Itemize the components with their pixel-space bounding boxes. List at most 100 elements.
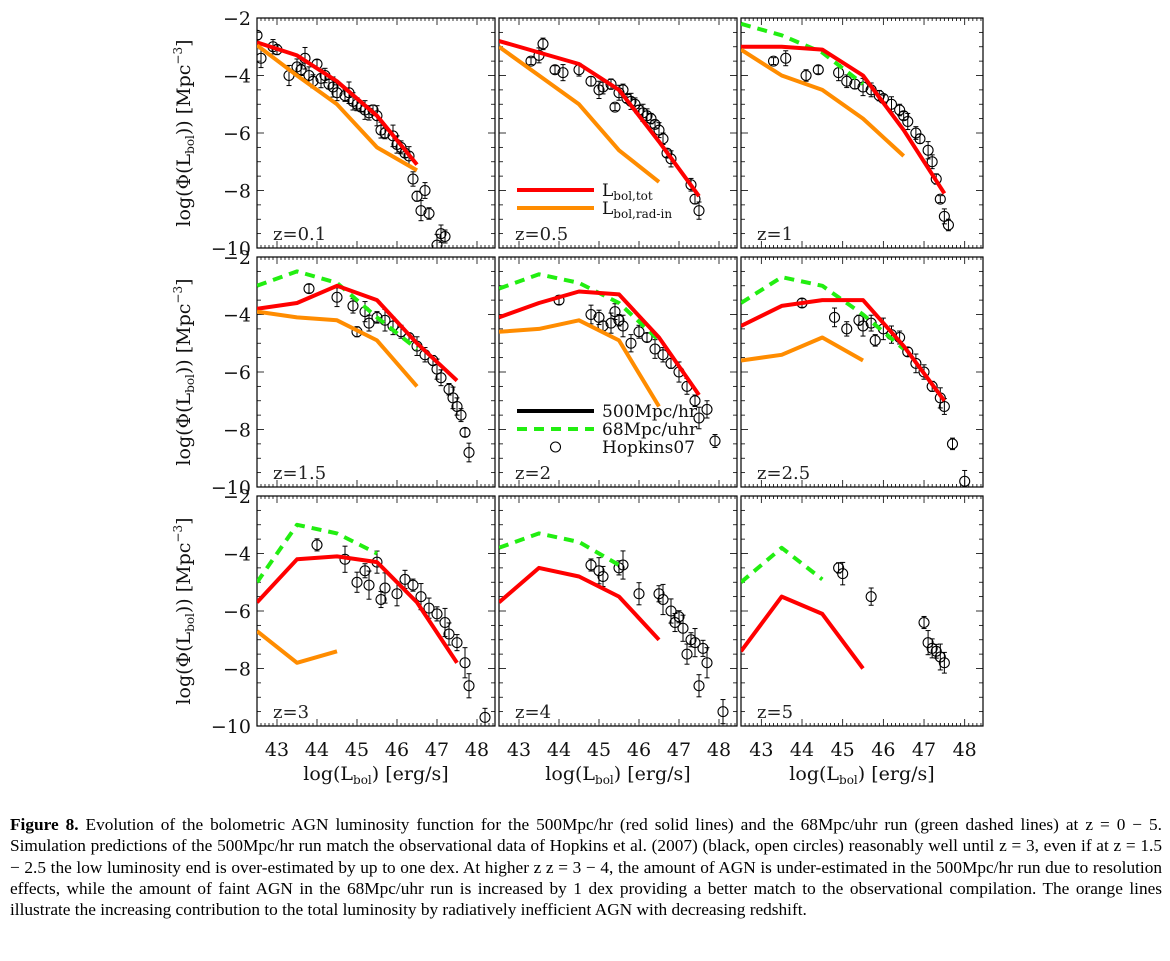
hopkins07-point — [653, 588, 665, 600]
hopkins07-point — [609, 101, 621, 113]
series-line-red — [499, 39, 701, 198]
y-tick-label: −8 — [223, 420, 251, 442]
hopkins07-point — [685, 179, 697, 191]
panel-redshift-label: z=4 — [515, 702, 551, 723]
panel-plot-area — [499, 272, 721, 448]
hopkins07-point — [693, 412, 705, 424]
hopkins07-point — [918, 366, 930, 378]
hopkins07-point — [585, 75, 597, 87]
hopkins07-point — [894, 104, 906, 116]
y-axis-title: log(Φ(Lbol)) [Mpc−3] — [171, 517, 197, 704]
panel-redshift-label: z=3 — [273, 702, 309, 723]
hopkins07-point — [363, 579, 375, 591]
hopkins07-point — [363, 317, 375, 329]
hopkins07-point — [411, 190, 423, 202]
hopkins07-point — [841, 323, 853, 335]
x-tick-label: 48 — [953, 739, 977, 761]
hopkins07-point — [665, 605, 677, 617]
y-tick-label: −2 — [223, 486, 251, 508]
x-axis-title: log(Lbol) [erg/s] — [789, 763, 934, 787]
hopkins07-point — [549, 64, 561, 76]
legend-label: 68Mpc/uhr — [602, 420, 698, 440]
hopkins07-point — [922, 637, 934, 649]
hopkins07-point — [419, 184, 431, 197]
hopkins07-point — [463, 446, 475, 459]
y-tick-label: −2 — [223, 8, 251, 30]
panel-redshift-label: z=0.1 — [273, 224, 326, 245]
hopkins07-point — [677, 622, 689, 634]
hopkins07-point — [351, 576, 363, 588]
hopkins07-point — [633, 326, 645, 338]
hopkins07-point — [641, 331, 653, 344]
hopkins07-point — [455, 409, 467, 421]
hopkins07-point — [407, 579, 419, 591]
hopkins07-point — [295, 64, 307, 76]
hopkins07-point — [681, 648, 693, 660]
panel-plot-area — [741, 545, 950, 674]
panel-z-0p1: −2 −4 −6 −8 −10 z=0.1 — [211, 8, 496, 260]
series-line-orange — [499, 45, 661, 184]
panel-z-5: 43 44 45 46 47 48 z=5 — [740, 495, 984, 761]
series-line-red — [257, 283, 459, 383]
panel-frame — [740, 495, 984, 727]
hopkins07-point — [812, 64, 824, 76]
panel-frame — [256, 495, 496, 727]
hopkins07-point — [605, 317, 617, 329]
panel-redshift-label: z=1.5 — [273, 463, 326, 484]
hopkins07-point — [701, 657, 713, 669]
hopkins07-point — [557, 67, 569, 79]
y-tick-label: −6 — [223, 362, 251, 384]
series-line-red — [741, 44, 947, 195]
hopkins07-point — [918, 616, 930, 629]
panel-redshift-label: z=0.5 — [515, 224, 568, 245]
panel-z-3: −2 −4 −6 −8 −10 43 44 45 46 47 48 z=3 — [211, 486, 496, 761]
hopkins07-point — [597, 81, 609, 93]
hopkins07-point — [431, 239, 443, 248]
hopkins07-point — [910, 357, 922, 369]
x-tick-label: 44 — [547, 739, 571, 761]
hopkins07-point — [934, 651, 946, 663]
hopkins07-point — [665, 153, 677, 165]
hopkins07-point — [649, 118, 661, 130]
panel-z-4: 43 44 45 46 47 48 z=4 — [498, 495, 738, 761]
x-tick-label: 45 — [831, 739, 855, 761]
hopkins07-point — [443, 628, 455, 640]
hopkins07-point — [661, 147, 673, 159]
hopkins07-point — [431, 608, 443, 620]
hopkins07-point — [379, 582, 391, 594]
panel-redshift-label: z=2 — [515, 463, 551, 484]
panel-z-1p5: −2 −4 −6 −8 −10 z=1.5 — [211, 247, 496, 499]
hopkins07-point — [311, 539, 323, 551]
y-tick-label: −4 — [223, 305, 251, 327]
hopkins07-point — [257, 52, 267, 64]
panel-redshift-label: z=2.5 — [757, 463, 810, 484]
series-line-green — [257, 269, 419, 351]
hopkins07-point — [375, 593, 387, 606]
y-axis-title: log(Φ(Lbol)) [Mpc−3] — [171, 278, 197, 465]
series-line-green — [257, 522, 378, 584]
figure-label: Figure 8. — [10, 815, 79, 834]
x-tick-label: 43 — [507, 739, 531, 761]
hopkins07-point — [869, 334, 881, 346]
x-tick-label: 44 — [305, 739, 329, 761]
hopkins07-point — [371, 311, 383, 323]
hopkins07-point — [331, 291, 343, 303]
series-line-orange — [257, 629, 338, 665]
y-tick-label: −8 — [223, 659, 251, 681]
hopkins07-point — [415, 205, 427, 217]
y-tick-label: −10 — [211, 477, 251, 499]
panel-frame — [740, 17, 984, 249]
panel-plot-area — [257, 522, 491, 726]
hopkins07-point — [633, 588, 645, 600]
x-tick-label: 46 — [627, 739, 651, 761]
y-tick-label: −4 — [223, 66, 251, 88]
hopkins07-point — [327, 81, 339, 93]
panel-frame — [740, 256, 984, 488]
hopkins07-point — [597, 570, 609, 583]
x-tick-label: 46 — [871, 739, 895, 761]
hopkins07-point — [959, 475, 971, 487]
hopkins07-point — [717, 706, 729, 718]
series-line-green — [741, 275, 905, 351]
